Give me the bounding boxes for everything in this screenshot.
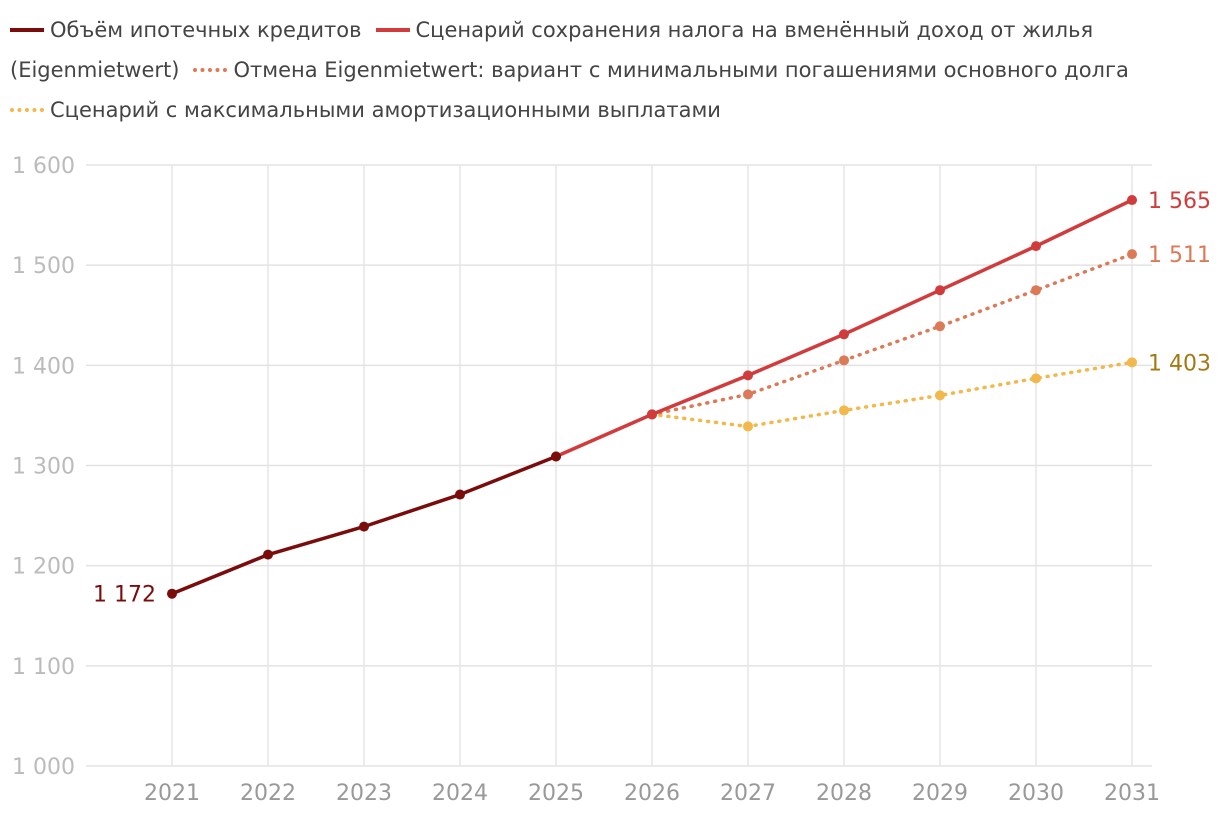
data-point bbox=[935, 321, 945, 332]
series-line bbox=[650, 360, 1134, 429]
x-tick-label: 2026 bbox=[624, 781, 680, 806]
series-0 bbox=[167, 451, 561, 599]
series-lines bbox=[167, 195, 1137, 599]
legend-swatch bbox=[10, 28, 44, 32]
legend-item: Сценарий с максимальными амортизационным… bbox=[10, 98, 721, 122]
x-tick-label: 2024 bbox=[432, 781, 488, 806]
legend-label: (Eigenmietwert) bbox=[10, 58, 180, 82]
legend-label: Объём ипотечных кредитов bbox=[50, 18, 362, 42]
legend-item: Объём ипотечных кредитов bbox=[10, 18, 362, 42]
x-tick-label: 2025 bbox=[528, 781, 584, 806]
legend-swatch bbox=[193, 68, 228, 72]
data-point bbox=[839, 405, 849, 416]
data-point bbox=[359, 521, 369, 532]
y-axis-ticks: 1 000 1 100 1 200 1 300 1 400 1 500 1 600 bbox=[12, 154, 75, 780]
legend-label: Отмена Eigenmietwert: вариант с минималь… bbox=[233, 58, 1129, 82]
legend-item: Отмена Eigenmietwert: вариант с минималь… bbox=[193, 58, 1129, 82]
data-point bbox=[647, 409, 657, 420]
legend-swatch bbox=[10, 108, 44, 112]
x-axis-ticks: 2021 2022 2023 2024 2025 2026 2027 2028 2029 2030… bbox=[144, 781, 1160, 806]
x-tick-label: 2021 bbox=[144, 781, 200, 806]
series-line bbox=[650, 252, 1134, 417]
series-1 bbox=[551, 195, 1137, 462]
data-point bbox=[839, 329, 849, 340]
data-label: 1 565 bbox=[1148, 189, 1211, 214]
data-point bbox=[1031, 241, 1041, 252]
x-tick-label: 2028 bbox=[816, 781, 872, 806]
data-point bbox=[1127, 249, 1137, 260]
series-3 bbox=[647, 357, 1137, 432]
legend-row: Объём ипотечных кредитов Сценарий сохране… bbox=[10, 10, 1210, 50]
data-point bbox=[1127, 195, 1137, 206]
legend-label: Сценарий сохранения налога на вменённый … bbox=[415, 18, 1094, 42]
data-point bbox=[551, 451, 561, 462]
x-tick-label: 2031 bbox=[1104, 781, 1160, 806]
y-gridlines bbox=[86, 164, 1152, 767]
x-tick-label: 2030 bbox=[1008, 781, 1064, 806]
x-gridlines bbox=[171, 165, 1133, 766]
y-tick-label: 1 000 bbox=[12, 755, 75, 780]
legend-item: (Eigenmietwert) bbox=[10, 58, 179, 82]
y-tick-label: 1 300 bbox=[12, 455, 75, 480]
x-tick-label: 2022 bbox=[240, 781, 296, 806]
x-tick-label: 2023 bbox=[336, 781, 392, 806]
y-tick-label: 1 600 bbox=[12, 154, 75, 179]
legend-label: Сценарий с максимальными амортизационным… bbox=[50, 98, 721, 122]
data-point bbox=[1031, 285, 1041, 296]
data-point bbox=[167, 588, 177, 599]
x-tick-label: 2027 bbox=[720, 781, 776, 806]
legend-swatch bbox=[375, 28, 410, 32]
end-labels: 1 403 1 511 1 565 1 172 bbox=[93, 189, 1211, 608]
data-point bbox=[743, 421, 753, 432]
y-tick-label: 1 200 bbox=[12, 555, 75, 580]
data-label: 1 511 bbox=[1148, 243, 1211, 268]
data-label: 1 403 bbox=[1148, 351, 1211, 376]
data-point bbox=[935, 285, 945, 296]
data-point bbox=[743, 389, 753, 400]
legend-row: Сценарий с максимальными амортизационным… bbox=[10, 90, 1210, 130]
data-point bbox=[263, 549, 273, 560]
legend-row: (Eigenmietwert) Отмена Eigenmietwert: вар… bbox=[10, 50, 1210, 90]
x-tick-label: 2029 bbox=[912, 781, 968, 806]
data-label: 1 172 bbox=[93, 583, 156, 608]
data-point bbox=[935, 390, 945, 401]
data-point bbox=[839, 355, 849, 366]
data-point bbox=[1031, 373, 1041, 384]
series-2 bbox=[647, 249, 1137, 420]
data-point bbox=[455, 489, 465, 500]
y-tick-label: 1 400 bbox=[12, 354, 75, 379]
chart-legend: Объём ипотечных кредитов Сценарий сохране… bbox=[10, 10, 1210, 130]
y-tick-label: 1 100 bbox=[12, 655, 75, 680]
data-point bbox=[1127, 357, 1137, 368]
data-point bbox=[743, 370, 753, 381]
y-tick-label: 1 500 bbox=[12, 254, 75, 279]
legend-item: Сценарий сохранения налога на вменённый … bbox=[375, 18, 1094, 42]
